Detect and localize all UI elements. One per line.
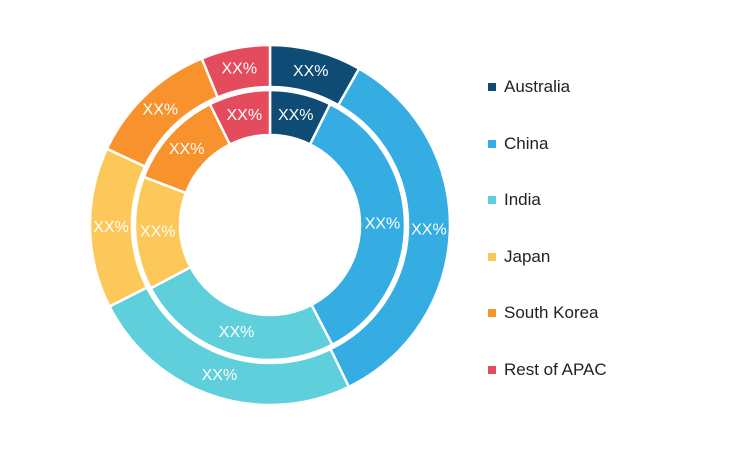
legend-label: China — [504, 133, 549, 153]
legend-swatch — [488, 252, 496, 261]
inner-slice-china — [308, 102, 407, 347]
inner-label-south-korea: XX% — [169, 141, 205, 158]
outer-label-china: XX% — [411, 222, 447, 239]
legend-item-india: India — [488, 187, 607, 213]
outer-label-south-korea: XX% — [143, 101, 179, 118]
legend-item-china: China — [488, 131, 607, 157]
outer-label-rest-of-apac: XX% — [222, 60, 258, 77]
legend-label: Rest of APAC — [504, 359, 607, 379]
legend-label: South Korea — [504, 303, 599, 322]
outer-label-australia: XX% — [293, 63, 329, 80]
inner-label-japan: XX% — [140, 223, 176, 240]
inner-slice-rest-of-apac — [208, 88, 272, 147]
legend-swatch — [488, 196, 496, 204]
legend-item-japan: Japan — [488, 244, 607, 270]
legend-swatch — [488, 365, 496, 374]
legend: Australia China India Japan South Korea … — [488, 74, 607, 413]
inner-label-rest-of-apac: XX% — [226, 107, 262, 124]
legend-swatch — [488, 309, 496, 317]
legend-label: India — [504, 190, 541, 209]
legend-swatch — [488, 83, 496, 91]
legend-swatch — [488, 139, 496, 148]
inner-label-china: XX% — [365, 216, 401, 233]
legend-item-rest-of-apac: Rest of APAC — [488, 357, 607, 383]
outer-slice-rest-of-apac — [200, 43, 272, 99]
legend-label: Australia — [504, 77, 571, 96]
legend-item-australia: Australia — [488, 74, 607, 100]
outer-label-japan: XX% — [93, 219, 129, 236]
outer-label-india: XX% — [202, 367, 238, 384]
legend-item-south-korea: South Korea — [488, 300, 607, 326]
inner-label-australia: XX% — [278, 107, 314, 124]
inner-label-india: XX% — [219, 324, 255, 341]
legend-label: Japan — [504, 246, 551, 266]
